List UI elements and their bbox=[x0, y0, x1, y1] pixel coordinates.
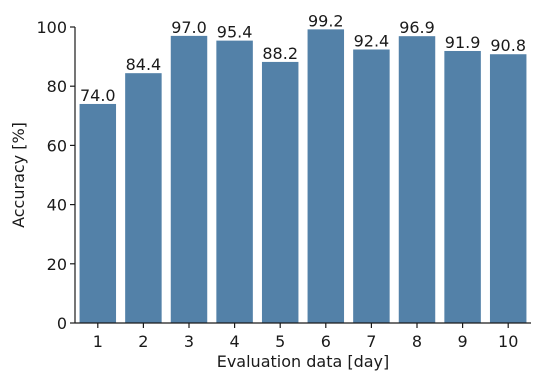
bar-value-label-day-10: 90.8 bbox=[490, 36, 526, 55]
x-tick-label: 4 bbox=[230, 332, 240, 351]
x-tick-label: 9 bbox=[458, 332, 468, 351]
y-tick-label: 0 bbox=[57, 314, 67, 333]
bar-day-2 bbox=[125, 73, 162, 324]
x-tick-label: 6 bbox=[321, 332, 331, 351]
y-tick-label: 100 bbox=[36, 18, 67, 37]
x-tick-label: 7 bbox=[366, 332, 376, 351]
x-axis-title: Evaluation data [day] bbox=[217, 352, 390, 371]
bar-day-9 bbox=[444, 50, 481, 323]
x-axis-ticks: 1 2 3 4 5 6 7 8 9 10 bbox=[93, 323, 518, 351]
bar-day-5 bbox=[261, 61, 299, 323]
bar-day-4 bbox=[216, 40, 253, 324]
bar-value-label-day-2: 84.4 bbox=[126, 55, 162, 74]
x-tick-label: 3 bbox=[184, 332, 194, 351]
bar-value-label-day-1: 74.0 bbox=[80, 86, 116, 105]
bar-value-label-day-7: 92.4 bbox=[354, 31, 390, 50]
bar-value-label-day-6: 99.2 bbox=[308, 11, 344, 30]
bars-group bbox=[79, 29, 527, 324]
bar-day-8 bbox=[398, 36, 436, 324]
bar-day-1 bbox=[79, 103, 117, 324]
bar-value-label-day-8: 96.9 bbox=[399, 18, 435, 37]
x-tick-label: 1 bbox=[93, 332, 103, 351]
y-tick-label: 40 bbox=[47, 196, 67, 215]
y-axis-ticks: 0 20 40 60 80 100 bbox=[36, 18, 75, 333]
bar-value-labels-group: 74.0 84.4 97.0 95.4 88.2 99.2 92.4 96.9 91.9 90.8 bbox=[80, 11, 526, 105]
bar-day-7 bbox=[353, 49, 390, 323]
bar-day-3 bbox=[170, 35, 208, 323]
y-axis-title: Accuracy [%] bbox=[9, 122, 28, 228]
bar-day-10 bbox=[489, 54, 527, 324]
bar-value-label-day-9: 91.9 bbox=[445, 33, 481, 52]
x-tick-label: 8 bbox=[412, 332, 422, 351]
y-tick-label: 60 bbox=[47, 136, 67, 155]
bar-day-6 bbox=[307, 29, 345, 323]
bar-value-label-day-4: 95.4 bbox=[217, 23, 253, 42]
x-tick-label: 5 bbox=[275, 332, 285, 351]
bar-value-label-day-3: 97.0 bbox=[171, 18, 207, 37]
x-tick-label: 2 bbox=[138, 332, 148, 351]
x-tick-label: 10 bbox=[498, 332, 518, 351]
bar-value-label-day-5: 88.2 bbox=[262, 44, 298, 63]
y-tick-label: 80 bbox=[47, 77, 67, 96]
y-tick-label: 20 bbox=[47, 255, 67, 274]
